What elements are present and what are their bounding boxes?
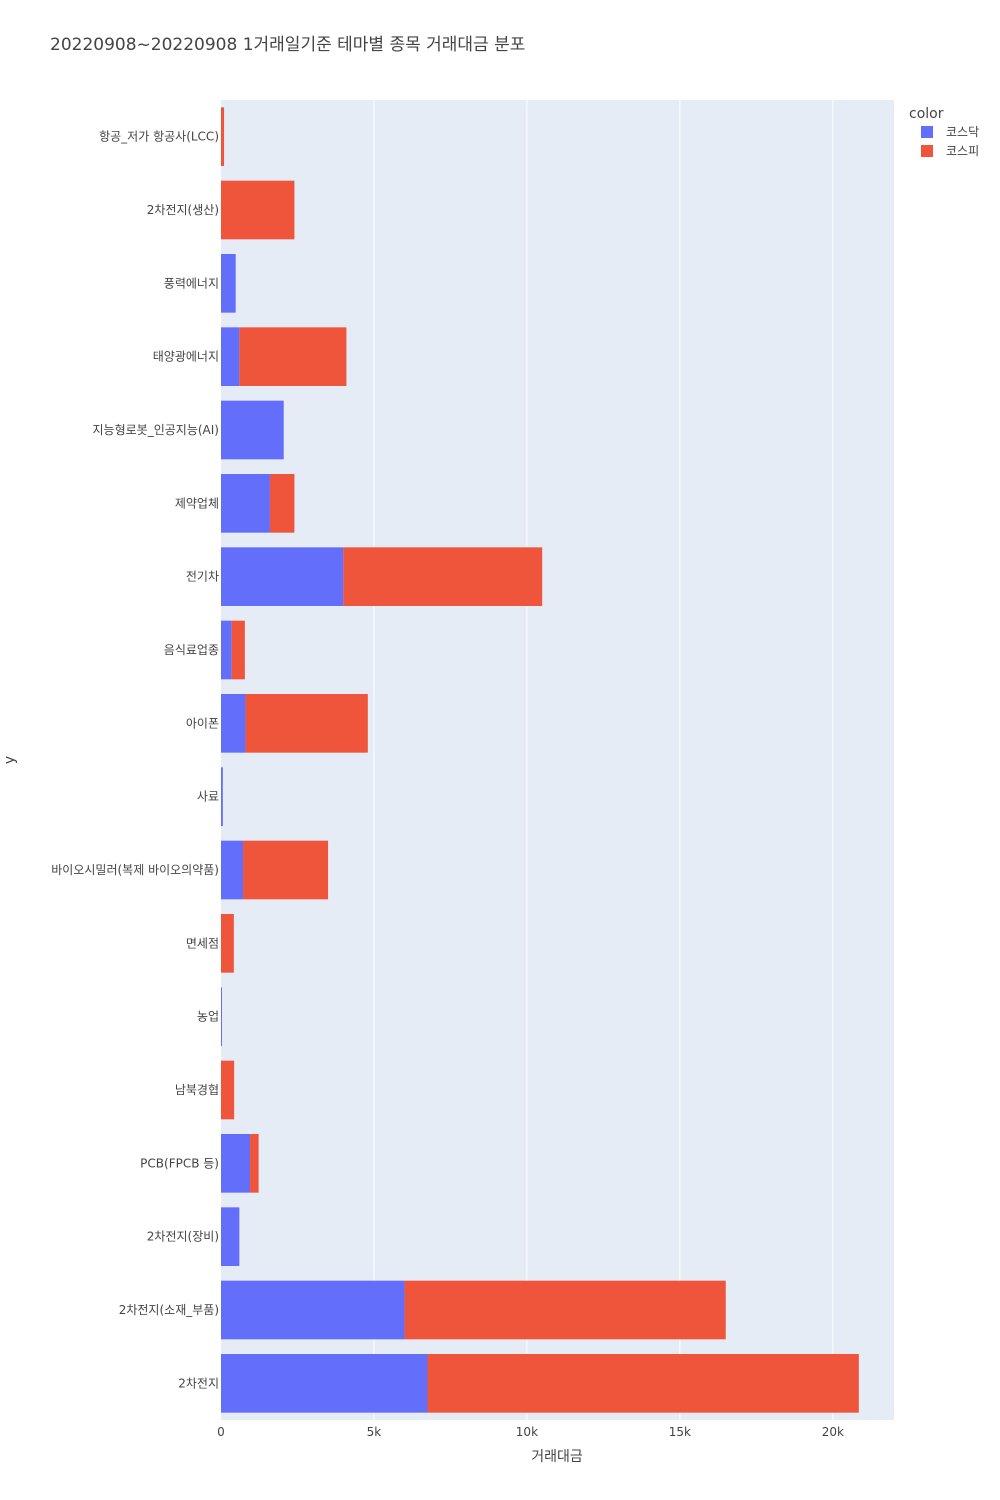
bar-kospi[interactable]: [343, 547, 543, 606]
bar-kospi[interactable]: [221, 1060, 235, 1120]
y-tick-label: 음식료업종: [164, 643, 219, 657]
bar-kospi[interactable]: [404, 1280, 726, 1340]
x-axis-title: 거래대금: [531, 1449, 583, 1465]
y-tick-label: 풍력에너지: [164, 276, 219, 290]
bar-kosdaq[interactable]: [221, 474, 270, 533]
y-tick-labels: 항공_저가 항공사(LCC) 2차전지(생산) 풍력에너지태양광에너지지능형로봇_인…: [51, 130, 219, 1391]
y-tick-label: 2차전지(생산): [147, 203, 219, 217]
bar-kosdaq[interactable]: [221, 1134, 251, 1193]
y-tick-label: 면세점: [186, 936, 219, 950]
bar-kospi[interactable]: [250, 1134, 259, 1193]
legend-label-kosdaq: 코스닥: [946, 125, 979, 139]
bar-kospi[interactable]: [221, 914, 234, 973]
bar-kospi[interactable]: [245, 694, 368, 753]
bar-kosdaq[interactable]: [221, 1354, 428, 1413]
legend-item-kospi[interactable]: 코스피: [921, 144, 979, 158]
x-tick-label: 10k: [516, 1425, 538, 1439]
chart-title: 20220908~20220908 1거래일기준 테마별 종목 거래대금 분포: [50, 35, 525, 55]
y-tick-label: PCB(FPCB 등): [140, 1156, 219, 1170]
legend-label-kospi: 코스피: [946, 144, 979, 158]
bar-kosdaq[interactable]: [221, 1280, 405, 1340]
bar-kospi[interactable]: [269, 474, 295, 533]
bar-kospi[interactable]: [231, 620, 245, 680]
x-tick-label: 20k: [822, 1425, 844, 1439]
bar-kosdaq[interactable]: [221, 620, 232, 680]
y-tick-label: 제약업체: [175, 495, 219, 510]
bar-kosdaq[interactable]: [221, 400, 284, 460]
x-tick-labels: 0 5k 10k 15k 20k: [217, 1425, 844, 1439]
legend-title: color: [909, 106, 944, 122]
y-tick-label: 농업: [197, 1010, 219, 1024]
bar-kosdaq[interactable]: [221, 254, 236, 313]
y-tick-label: 사료: [197, 790, 219, 804]
bar-kospi[interactable]: [427, 1354, 859, 1413]
bar-kospi[interactable]: [243, 840, 329, 900]
y-tick-label: 전기차: [186, 570, 219, 584]
legend-item-kosdaq[interactable]: 코스닥: [921, 125, 979, 139]
plot-background: [221, 100, 894, 1420]
y-tick-label: 2차전지(소재_부품): [119, 1303, 219, 1317]
bar-kosdaq[interactable]: [221, 694, 246, 753]
bar-kosdaq[interactable]: [221, 767, 223, 826]
y-tick-label: 2차전지(장비): [147, 1230, 219, 1244]
bar-kospi[interactable]: [221, 107, 225, 166]
x-gridlines: [373, 100, 834, 1420]
bar-kospi[interactable]: [239, 327, 347, 386]
bar-kosdaq[interactable]: [221, 987, 222, 1046]
bar-kospi[interactable]: [221, 180, 295, 240]
bar-kosdaq[interactable]: [221, 547, 344, 606]
bar-kosdaq[interactable]: [221, 840, 244, 900]
y-tick-label: 아이폰: [186, 716, 219, 730]
y-tick-label: 태양광에너지: [153, 350, 219, 364]
x-tick-label: 0: [217, 1425, 225, 1439]
x-tick-label: 5k: [367, 1425, 382, 1439]
y-tick-label: 지능형로봇_인공지능(AI): [93, 423, 219, 437]
legend: color 코스닥 코스피: [909, 106, 979, 158]
bar-kosdaq[interactable]: [221, 327, 240, 386]
bar-kosdaq[interactable]: [221, 1207, 240, 1266]
x-tick-label: 15k: [669, 1425, 691, 1439]
y-tick-label: 남북경협: [175, 1083, 219, 1097]
legend-swatch-kosdaq: [921, 126, 933, 138]
y-axis-title: y: [2, 756, 18, 764]
y-tick-label: 항공_저가 항공사(LCC): [99, 130, 219, 144]
y-tick-label: 바이오시밀러(복제 바이오의약품): [51, 862, 219, 877]
y-tick-label: 2차전지: [178, 1376, 219, 1390]
legend-swatch-kospi: [921, 145, 933, 157]
bars: [221, 107, 859, 1413]
